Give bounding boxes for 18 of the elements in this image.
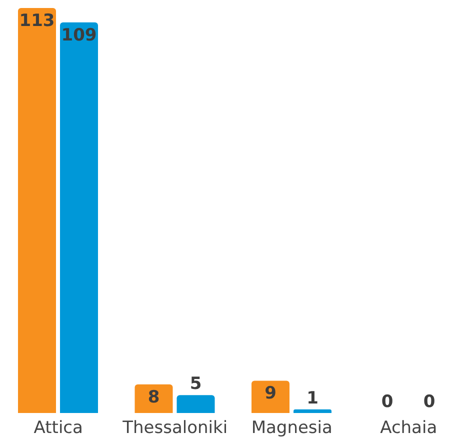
data-label: 113 <box>19 11 55 31</box>
bar <box>252 380 290 413</box>
x-tick-label: Achaia <box>380 418 438 438</box>
data-label: 1 <box>306 388 318 408</box>
x-tick-label: Attica <box>34 418 83 438</box>
bar <box>134 384 173 413</box>
bar <box>18 8 56 413</box>
x-tick-label: Magnesia <box>251 418 332 438</box>
bar <box>294 409 332 413</box>
bar <box>60 22 98 413</box>
data-label: 0 <box>423 392 436 412</box>
data-label: 0 <box>381 392 394 412</box>
data-label: 5 <box>190 374 202 394</box>
bar <box>176 395 215 413</box>
data-label: 109 <box>61 25 97 46</box>
x-tick-label: Thessaloniki <box>122 418 228 438</box>
data-label: 9 <box>264 384 276 404</box>
data-label: 8 <box>148 387 160 408</box>
